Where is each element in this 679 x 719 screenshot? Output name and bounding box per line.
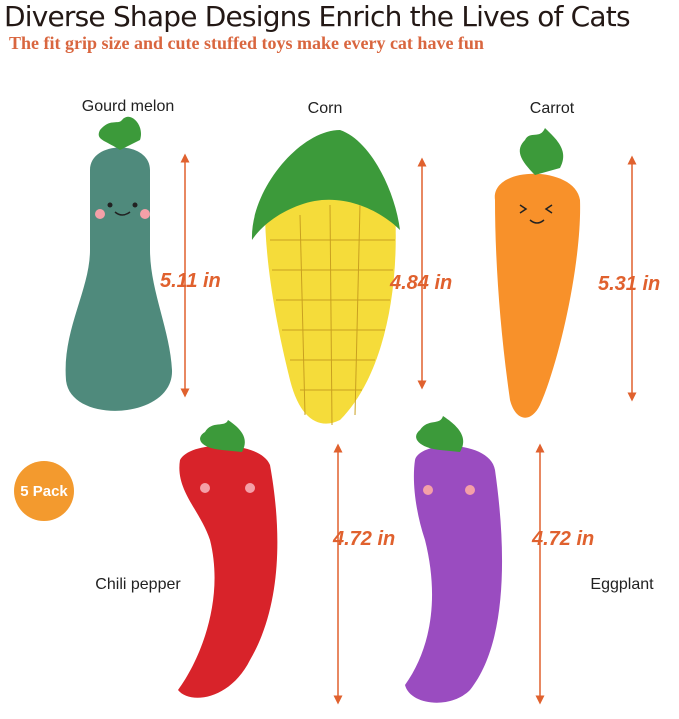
pack-count-badge: 5 Pack <box>14 461 74 521</box>
subtitle: The fit grip size and cute stuffed toys … <box>9 33 484 53</box>
size-carrot: 5.31 in <box>598 273 661 295</box>
label-corn: Corn <box>307 100 343 117</box>
carrot-toy <box>494 128 581 418</box>
label-eggplant: Eggplant <box>590 576 654 593</box>
eggplant-toy <box>405 416 503 703</box>
gourd-melon-toy <box>65 116 173 411</box>
label-gourd-melon: Gourd melon <box>81 98 175 115</box>
size-gourd-melon: 5.11 in <box>160 270 221 292</box>
page-title: Diverse Shape Designs Enrich the Lives o… <box>4 0 631 33</box>
size-corn: 4.84 in <box>390 272 453 294</box>
chili-pepper-toy <box>178 420 278 698</box>
label-chili-pepper: Chili pepper <box>95 576 181 593</box>
corn-toy <box>251 130 400 426</box>
size-chili-pepper: 4.72 in <box>333 528 396 550</box>
label-carrot: Carrot <box>529 100 575 117</box>
size-eggplant: 4.72 in <box>532 528 595 550</box>
measurement-arrows <box>180 153 637 705</box>
